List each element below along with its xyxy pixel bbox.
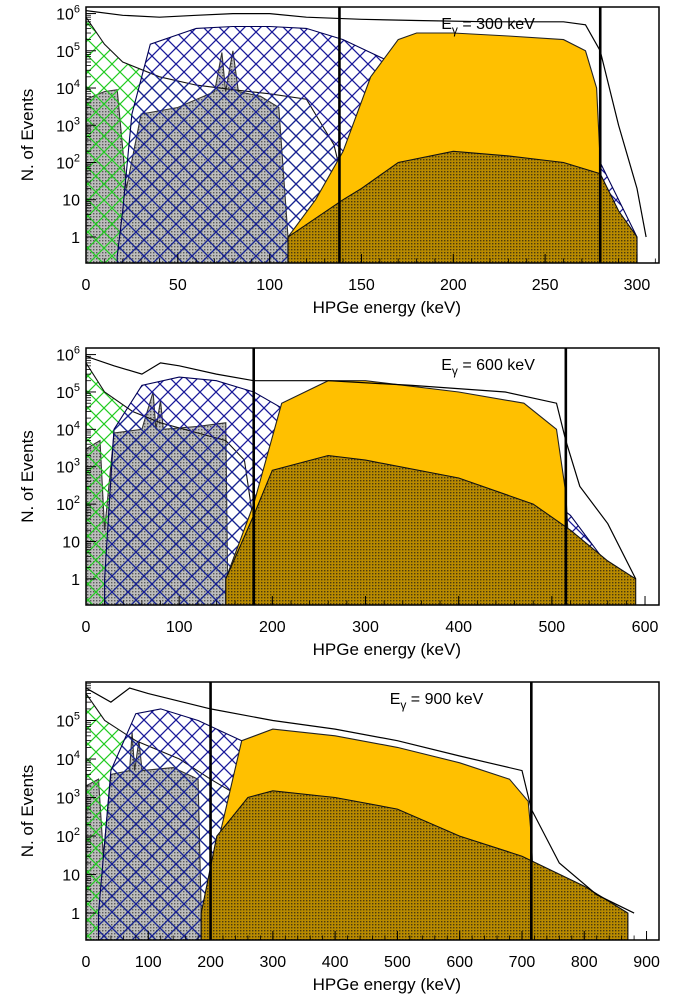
y-tick-label: 105 xyxy=(56,41,80,61)
energy-annotation: Eγ = 300 keV xyxy=(441,16,535,37)
y-tick-label: 103 xyxy=(56,457,80,477)
y-tick-label: 10 xyxy=(62,868,80,885)
x-tick-label: 0 xyxy=(82,954,91,971)
y-tick-label: 106 xyxy=(56,345,80,365)
y-tick-label: 105 xyxy=(56,711,80,731)
plot-frame xyxy=(85,6,660,264)
x-tick-label: 400 xyxy=(322,954,349,971)
y-tick-label: 1 xyxy=(71,906,80,923)
y-tick-label: 103 xyxy=(56,115,80,135)
x-tick-label: 150 xyxy=(348,277,375,294)
y-tick-label: 1 xyxy=(71,572,80,589)
x-tick-label: 300 xyxy=(352,619,379,636)
x-tick-label: 700 xyxy=(509,954,536,971)
y-tick-label: 10 xyxy=(62,193,80,210)
plot-area xyxy=(86,7,659,263)
total-spectrum-line xyxy=(86,687,635,914)
x-tick-label: 200 xyxy=(440,277,467,294)
x-tick-label: 0 xyxy=(82,619,91,636)
chart-panel-1: 0 50 100 150 200 250 300 1 10 102 103 104 105 106 HPGe… xyxy=(18,4,660,317)
chart-panel-3: 0 100 200 300 400 500 600 700 800 900 1 10 102 103 104… xyxy=(18,681,660,994)
y-tick-label: 103 xyxy=(56,788,80,808)
x-tick-label: 100 xyxy=(166,619,193,636)
x-tick-label: 200 xyxy=(197,954,224,971)
y-tick-label: 104 xyxy=(56,78,80,98)
x-axis-label: HPGe energy (keV) xyxy=(313,640,461,659)
y-tick-label: 104 xyxy=(56,749,80,769)
y-axis-label: N. of Events xyxy=(18,430,37,523)
y-tick-label: 10 xyxy=(62,534,80,551)
y-tick-label: 105 xyxy=(56,382,80,402)
x-tick-label: 400 xyxy=(445,619,472,636)
series-area-5 xyxy=(287,150,638,263)
plot-frame xyxy=(85,347,660,606)
x-tick-label: 100 xyxy=(256,277,283,294)
plot-area xyxy=(86,682,659,940)
energy-annotation: Eγ = 600 keV xyxy=(441,357,535,378)
x-axis-label: HPGe energy (keV) xyxy=(313,298,461,317)
x-tick-label: 600 xyxy=(632,619,659,636)
x-axis-label: HPGe energy (keV) xyxy=(313,975,461,994)
y-axis-label: N. of Events xyxy=(18,89,37,182)
x-tick-label: 500 xyxy=(539,619,566,636)
total-spectrum-line xyxy=(86,355,637,580)
y-tick-label: 102 xyxy=(56,153,80,173)
x-tick-label: 0 xyxy=(82,277,91,294)
y-tick-label: 106 xyxy=(56,4,80,24)
x-tick-label: 300 xyxy=(624,277,651,294)
y-tick-label: 104 xyxy=(56,419,80,439)
x-tick-label: 50 xyxy=(169,277,187,294)
chart-panel-2: 0 100 200 300 400 500 600 1 10 102 103 104 105 106 HPG… xyxy=(18,345,660,659)
x-tick-label: 800 xyxy=(571,954,598,971)
y-tick-label: 102 xyxy=(56,826,80,846)
y-tick-label: 1 xyxy=(71,230,80,247)
total-spectrum-line xyxy=(86,10,647,238)
x-tick-label: 100 xyxy=(135,954,162,971)
x-tick-label: 250 xyxy=(532,277,559,294)
x-tick-label: 600 xyxy=(446,954,473,971)
energy-annotation: Eγ = 900 keV xyxy=(390,691,484,712)
plot-area xyxy=(86,348,659,605)
x-tick-label: 200 xyxy=(259,619,286,636)
x-tick-label: 900 xyxy=(633,954,660,971)
y-axis-label: N. of Events xyxy=(18,765,37,858)
series-area-5 xyxy=(200,790,629,940)
x-tick-label: 500 xyxy=(384,954,411,971)
x-tick-label: 300 xyxy=(259,954,286,971)
y-tick-label: 102 xyxy=(56,494,80,514)
